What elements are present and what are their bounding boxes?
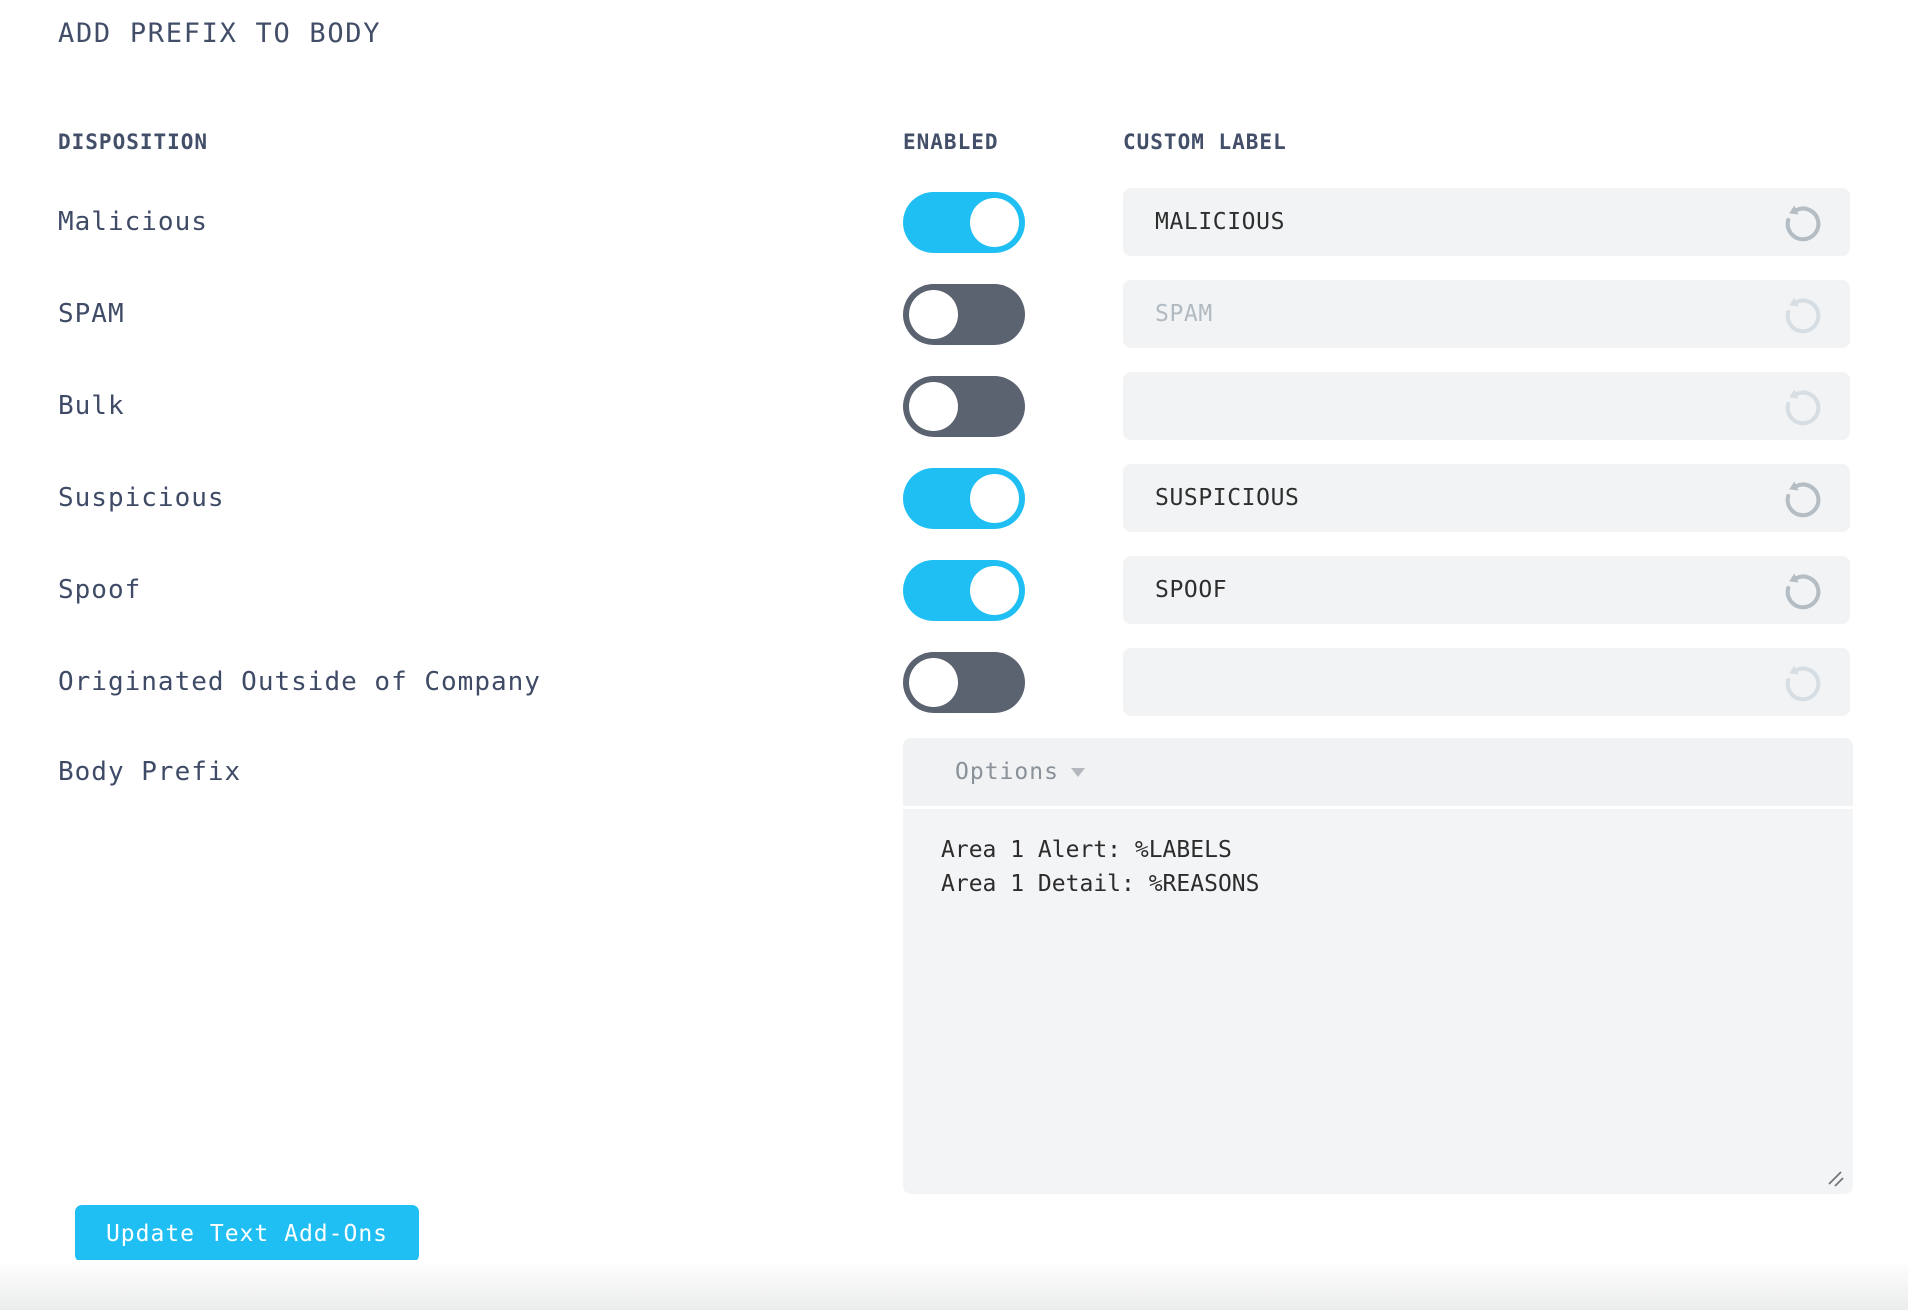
body-prefix-row: Body Prefix Options	[58, 738, 1908, 1198]
reset-icon[interactable]	[1780, 659, 1826, 705]
reset-icon[interactable]	[1780, 475, 1826, 521]
reset-icon[interactable]	[1780, 199, 1826, 245]
reset-icon[interactable]	[1780, 383, 1826, 429]
disposition-label: Malicious	[58, 207, 208, 237]
caret-down-icon	[1070, 767, 1085, 777]
options-dropdown-label: Options	[955, 759, 1059, 785]
options-dropdown[interactable]: Options	[903, 738, 1853, 806]
custom-label-field	[1123, 556, 1850, 624]
enabled-toggle[interactable]	[903, 191, 1025, 253]
custom-label-field	[1123, 280, 1850, 348]
disposition-label: Bulk	[58, 391, 125, 421]
disposition-row: Malicious	[58, 176, 1908, 268]
disposition-row: Spoof	[58, 544, 1908, 636]
toggle-knob	[970, 565, 1019, 615]
toggle-knob	[909, 657, 958, 707]
custom-label-field	[1123, 648, 1850, 716]
update-text-addons-button[interactable]: Update Text Add-Ons	[75, 1205, 419, 1262]
disposition-row: SPAM	[58, 268, 1908, 360]
toggle-knob	[909, 381, 958, 431]
toggle-knob	[909, 289, 958, 339]
body-prefix-textarea[interactable]	[903, 809, 1853, 1194]
column-header-enabled: ENABLED	[903, 130, 999, 154]
disposition-row: Bulk	[58, 360, 1908, 452]
body-prefix-label: Body Prefix	[58, 757, 242, 787]
reset-icon[interactable]	[1780, 567, 1826, 613]
column-header-custom-label: CUSTOM LABEL	[1123, 130, 1287, 154]
reset-icon[interactable]	[1780, 291, 1826, 337]
page-title: ADD PREFIX TO BODY	[58, 18, 382, 49]
disposition-row: Originated Outside of Company	[58, 636, 1908, 728]
enabled-toggle[interactable]	[903, 559, 1025, 621]
custom-label-field	[1123, 188, 1850, 256]
disposition-label: Spoof	[58, 575, 142, 605]
disposition-label: Originated Outside of Company	[58, 667, 541, 697]
disposition-rows: Malicious SPAM	[58, 176, 1908, 728]
custom-label-input[interactable]	[1123, 301, 1780, 327]
custom-label-input[interactable]	[1123, 209, 1780, 235]
body-prefix-editor: Options	[903, 738, 1853, 1198]
add-prefix-panel: ADD PREFIX TO BODY DISPOSITION ENABLED C…	[58, 18, 1908, 1262]
custom-label-input[interactable]	[1123, 669, 1780, 695]
enabled-toggle[interactable]	[903, 651, 1025, 713]
column-header-disposition: DISPOSITION	[58, 130, 209, 154]
custom-label-field	[1123, 464, 1850, 532]
custom-label-field	[1123, 372, 1850, 440]
enabled-toggle[interactable]	[903, 375, 1025, 437]
toggle-knob	[970, 473, 1019, 523]
disposition-row: Suspicious	[58, 452, 1908, 544]
disposition-label: SPAM	[58, 299, 125, 329]
toggle-knob	[970, 197, 1019, 247]
enabled-toggle[interactable]	[903, 283, 1025, 345]
custom-label-input[interactable]	[1123, 393, 1780, 419]
table-header: DISPOSITION ENABLED CUSTOM LABEL	[58, 130, 1908, 154]
footer-fade	[0, 1260, 1908, 1310]
disposition-label: Suspicious	[58, 483, 225, 513]
resize-handle-icon[interactable]	[1827, 1170, 1845, 1188]
enabled-toggle[interactable]	[903, 467, 1025, 529]
custom-label-input[interactable]	[1123, 577, 1780, 603]
custom-label-input[interactable]	[1123, 485, 1780, 511]
